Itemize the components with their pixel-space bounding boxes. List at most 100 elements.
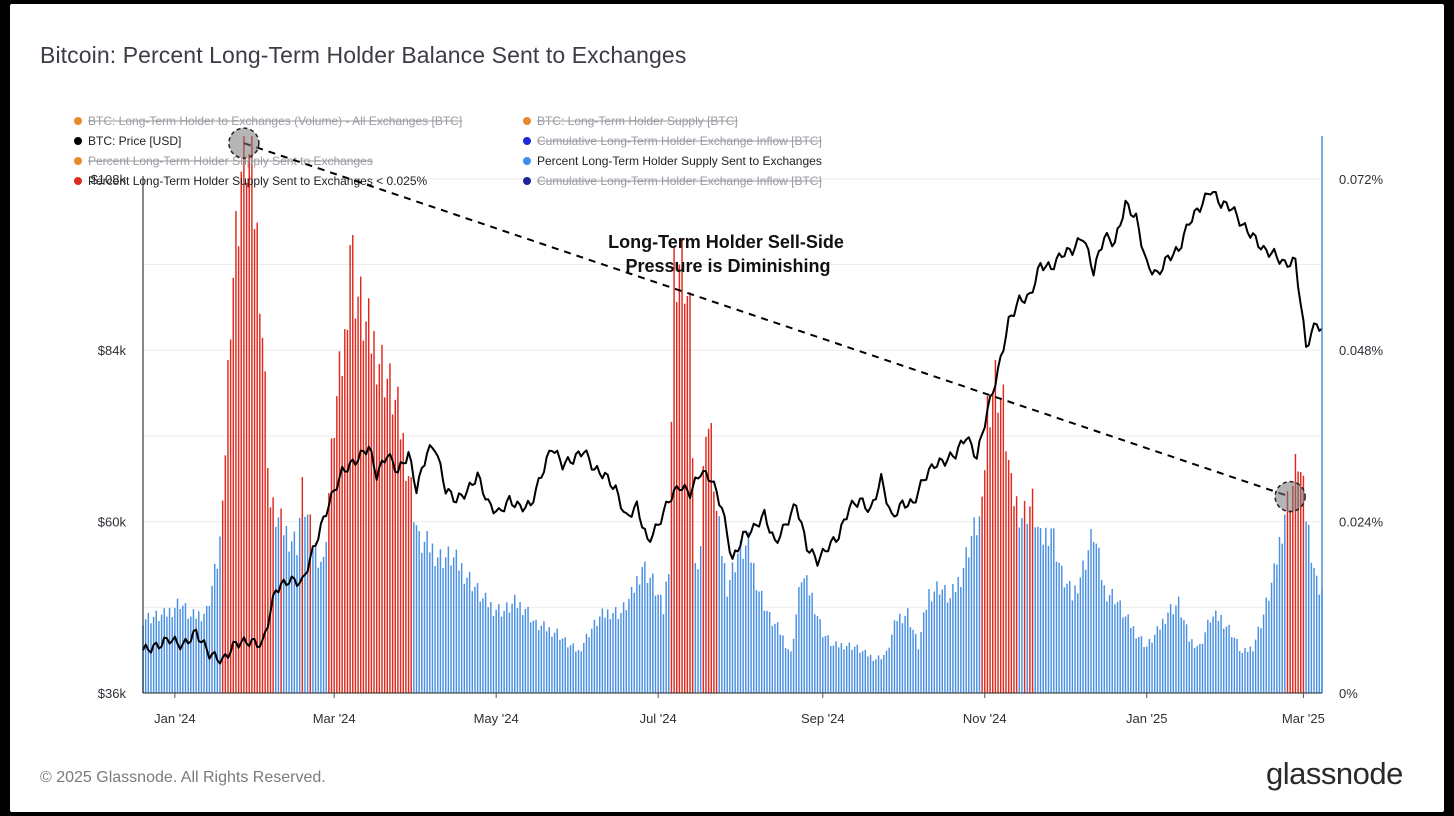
bar-blue	[320, 561, 322, 693]
bar-blue	[1180, 617, 1182, 693]
bar-blue	[1087, 550, 1090, 693]
bar-blue	[976, 535, 978, 693]
legend-item[interactable]: Cumulative Long-Term Holder Exchange Inf…	[523, 174, 822, 188]
bar-blue	[532, 620, 535, 693]
bar-blue	[832, 645, 835, 693]
bar-blue	[163, 608, 165, 693]
bar-blue	[734, 572, 736, 693]
bar-red	[373, 330, 375, 693]
bar-blue	[800, 582, 803, 693]
bar-blue	[949, 598, 951, 693]
bar-blue	[1172, 614, 1175, 693]
bar-blue	[925, 609, 928, 693]
legend-item[interactable]: Percent Long-Term Holder Supply Sent to …	[74, 154, 373, 168]
bar-blue	[1164, 623, 1167, 693]
bar-blue	[962, 567, 965, 693]
bar-blue	[877, 655, 880, 693]
bar-red	[333, 437, 335, 693]
bar-blue	[1090, 529, 1092, 693]
legend-dot	[523, 157, 531, 165]
bar-red	[261, 337, 264, 693]
bar-red	[280, 508, 282, 693]
legend[interactable]: BTC: Long-Term Holder to Exchanges (Volu…	[74, 114, 822, 188]
bar-red	[1005, 451, 1007, 693]
bar-blue	[1156, 626, 1159, 693]
bar-blue	[575, 651, 577, 693]
highlight-circle	[228, 127, 260, 159]
bar-blue	[750, 562, 752, 693]
x-tick-label: Jan '25	[1126, 711, 1168, 726]
bar-blue	[529, 622, 532, 693]
bar-blue	[1103, 585, 1105, 693]
bar-blue	[776, 622, 779, 693]
bar-blue	[1053, 528, 1055, 693]
bar-blue	[450, 565, 452, 693]
bar-red	[360, 276, 362, 693]
bar-blue	[288, 551, 290, 693]
bar-blue	[1138, 637, 1140, 693]
bar-blue	[418, 531, 420, 693]
bar-blue	[482, 598, 484, 693]
bar-blue	[1268, 600, 1270, 693]
bar-blue	[1228, 624, 1230, 693]
bar-blue	[957, 576, 959, 693]
bar-blue	[968, 557, 970, 693]
legend-dot	[523, 117, 531, 125]
legend-item[interactable]: BTC: Long-Term Holder Supply [BTC]	[523, 114, 738, 128]
bar-red	[391, 414, 394, 693]
bar-blue	[827, 635, 829, 693]
bar-red	[1300, 472, 1302, 693]
chart-svg[interactable]: $36k $60k $84k $108k 0% 0.024% 0.048% 0.072% Jan…	[10, 4, 1444, 812]
chart-title: Bitcoin: Percent Long-Term Holder Balanc…	[40, 42, 687, 68]
left-tick-label: $36k	[98, 686, 127, 701]
bar-blue	[179, 608, 181, 693]
bar-blue	[636, 576, 638, 693]
legend-item[interactable]: Percent Long-Term Holder Supply Sent to …	[523, 154, 822, 168]
x-tick-label: Mar '24	[313, 711, 356, 726]
x-tick-label: Jul '24	[640, 711, 677, 726]
bar-blue	[899, 613, 901, 693]
bar-blue	[811, 592, 813, 693]
bar-blue	[1037, 526, 1039, 693]
bar-red	[397, 386, 399, 693]
bar-blue	[524, 609, 527, 693]
bar-blue	[859, 652, 861, 693]
legend-item[interactable]: Percent Long-Term Holder Supply Sent to …	[74, 174, 428, 188]
bar-blue	[1106, 601, 1108, 693]
bar-blue	[1119, 600, 1121, 693]
legend-item[interactable]: BTC: Long-Term Holder to Exchanges (Volu…	[74, 114, 463, 128]
bar-blue	[569, 645, 572, 693]
bar-blue	[413, 522, 415, 693]
bar-blue	[904, 615, 906, 693]
bar-blue	[1108, 595, 1111, 693]
bar-blue	[498, 604, 500, 693]
bar-blue	[296, 555, 298, 693]
bar-blue	[1199, 643, 1201, 693]
bar-blue	[909, 627, 912, 693]
bar-blue	[699, 546, 702, 693]
bar-blue	[1116, 601, 1119, 693]
bar-red	[1002, 384, 1005, 693]
bar-blue	[782, 635, 784, 693]
bar-red	[344, 329, 346, 693]
bar-blue	[830, 646, 832, 693]
bar-red	[691, 458, 694, 693]
bar-blue	[1196, 645, 1198, 693]
legend-dot	[74, 157, 82, 165]
bar-blue	[1039, 528, 1042, 693]
bar-blue	[187, 618, 189, 693]
bar-blue	[431, 543, 434, 693]
bar-blue	[1315, 575, 1318, 693]
bar-blue	[521, 615, 524, 693]
bar-blue	[766, 610, 768, 693]
bar-blue	[806, 575, 808, 693]
legend-item[interactable]: BTC: Price [USD]	[74, 134, 181, 148]
bar-blue	[1082, 560, 1084, 693]
bar-blue	[275, 526, 277, 693]
bar-red	[338, 351, 341, 693]
bar-blue	[657, 594, 659, 693]
bar-blue	[601, 608, 604, 693]
bar-blue	[1159, 629, 1161, 693]
legend-item[interactable]: Cumulative Long-Term Holder Exchange Inf…	[523, 134, 822, 148]
bar-blue	[508, 612, 511, 693]
